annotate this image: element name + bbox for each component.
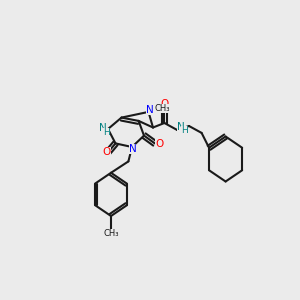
Text: O: O bbox=[103, 147, 111, 157]
Text: N: N bbox=[177, 122, 184, 132]
Text: CH₃: CH₃ bbox=[154, 104, 170, 113]
Text: O: O bbox=[160, 99, 169, 109]
Text: H: H bbox=[103, 128, 110, 137]
Text: N: N bbox=[146, 105, 154, 116]
Text: N: N bbox=[99, 123, 106, 133]
Text: CH₃: CH₃ bbox=[103, 229, 119, 238]
Text: N: N bbox=[129, 143, 136, 154]
Text: H: H bbox=[182, 126, 188, 135]
Text: O: O bbox=[155, 139, 164, 149]
